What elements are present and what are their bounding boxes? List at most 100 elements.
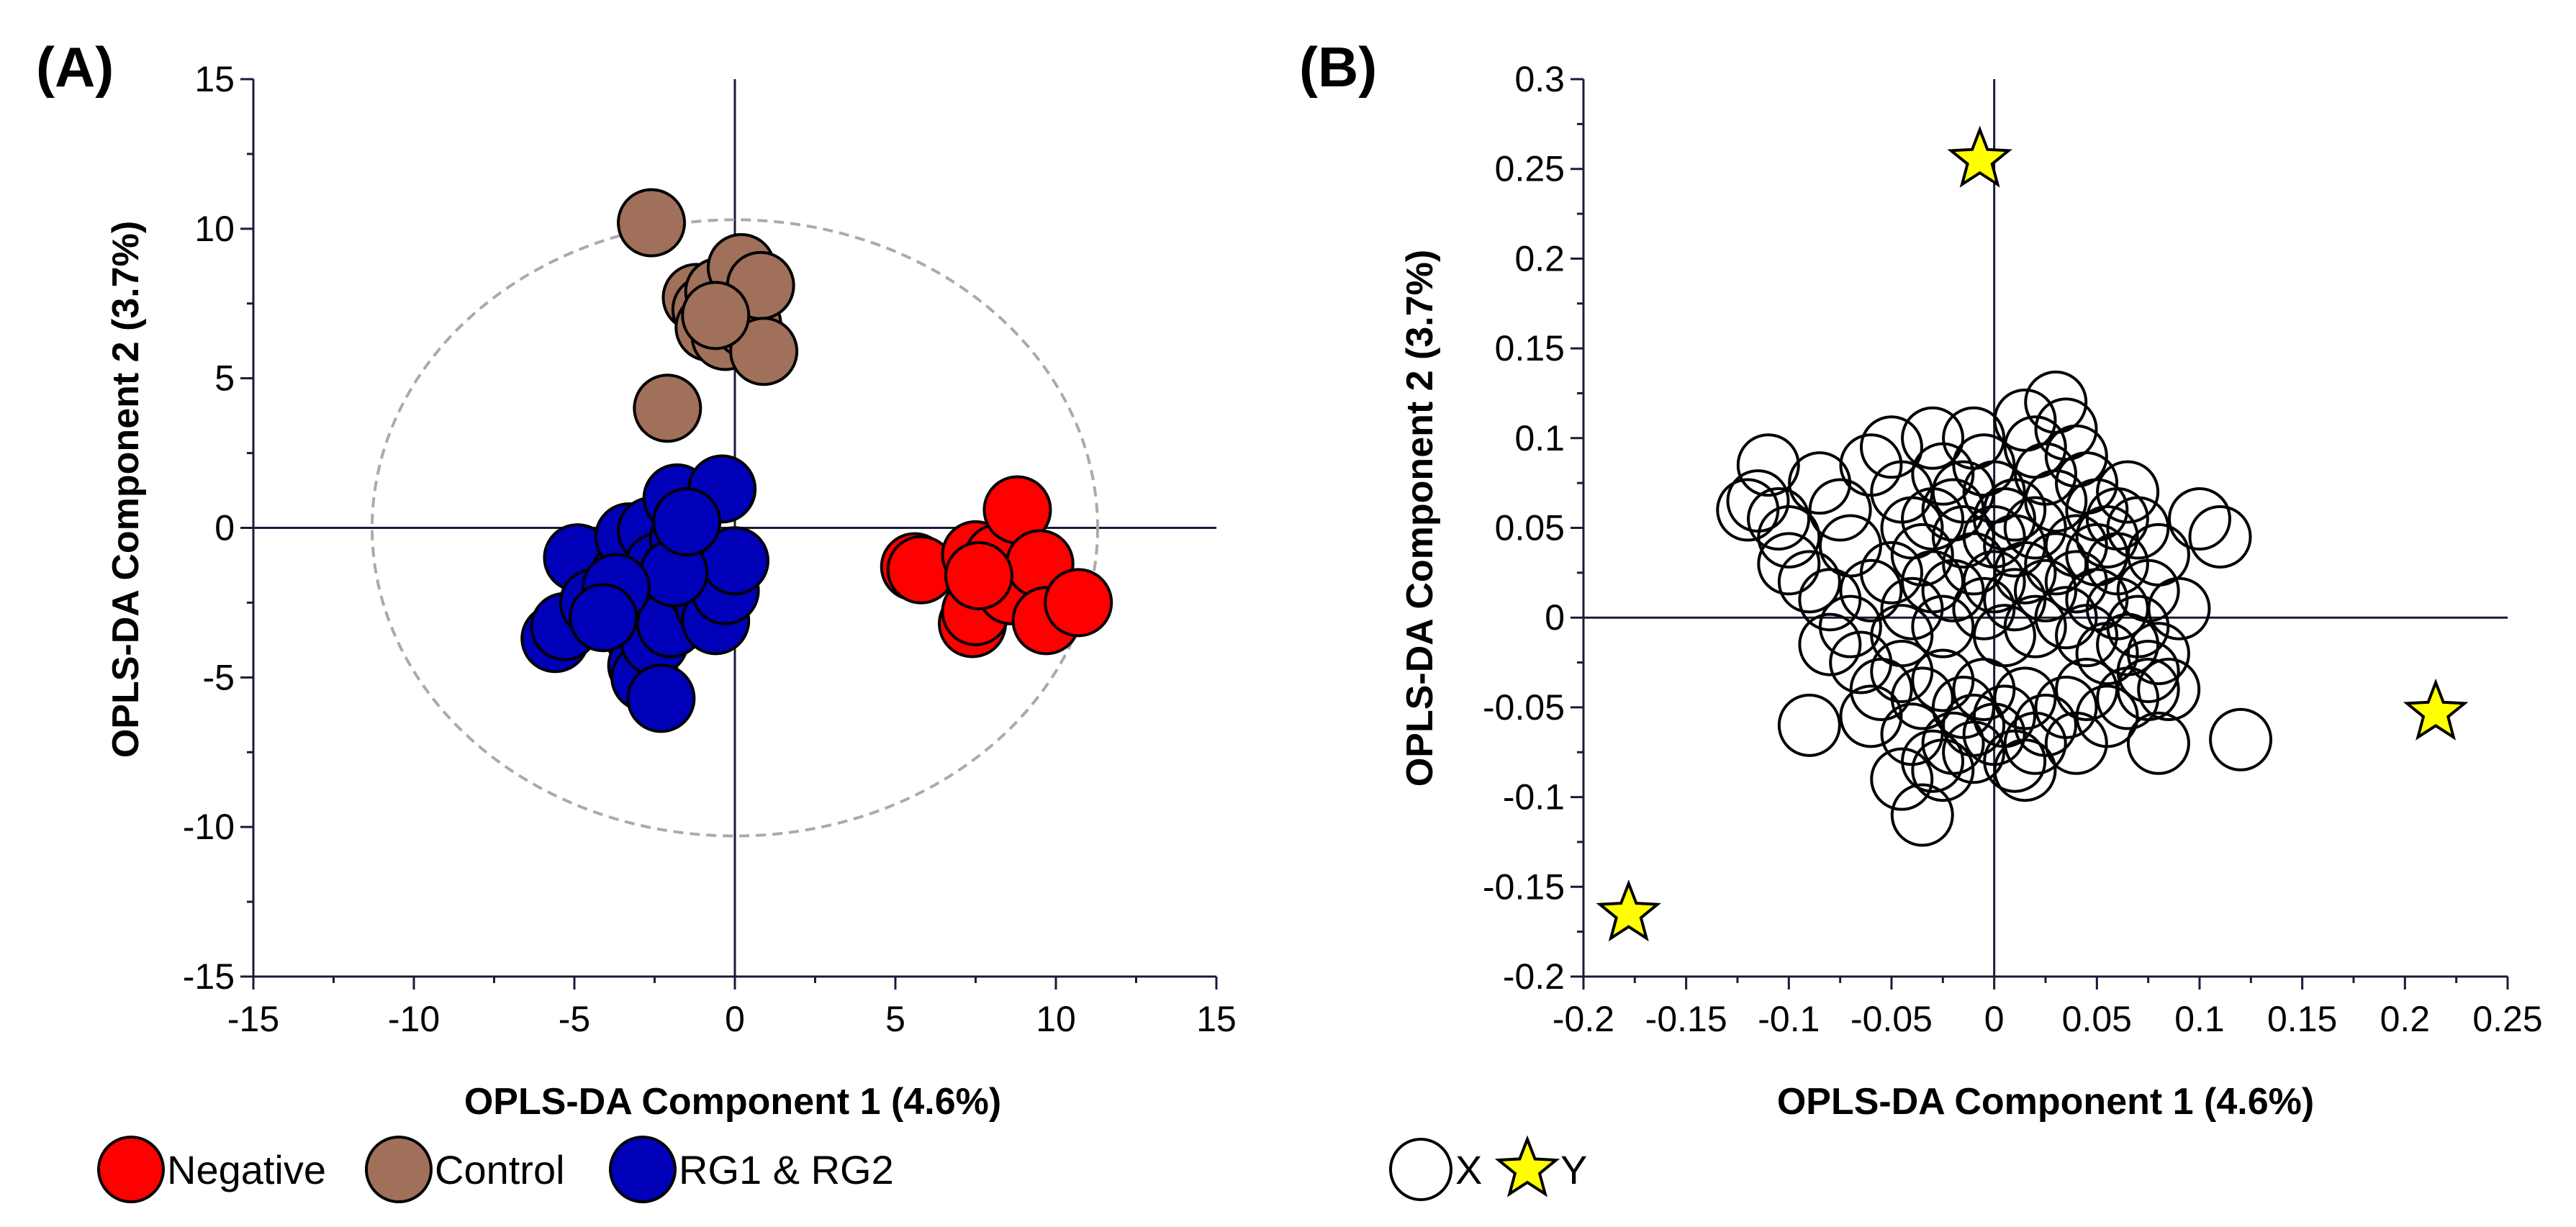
point-x	[2096, 612, 2160, 676]
legend-marker-y	[1494, 1135, 1560, 1197]
legend-marker-control	[365, 1136, 433, 1203]
panel-b-y-tick-label: 0.2	[1514, 238, 1565, 279]
point-x	[1860, 415, 1923, 479]
legend-item-negative: Negative	[97, 1136, 326, 1203]
point-negative	[1044, 568, 1113, 638]
point-y	[2403, 678, 2469, 741]
point-x	[1870, 640, 1934, 704]
legend-marker-x	[1389, 1138, 1452, 1201]
panel-b-x-tick-label: 0.1	[2174, 999, 2225, 1039]
point-x	[1890, 783, 1954, 847]
point-x	[2024, 469, 2088, 533]
point-x	[1716, 478, 1780, 542]
point-x	[1942, 693, 2006, 757]
point-x	[2034, 586, 2098, 650]
panel-b-legend: X Y	[1389, 1135, 1587, 1201]
legend-label-x: X	[1455, 1147, 1482, 1192]
point-x	[2024, 532, 2088, 596]
point-x	[1736, 433, 1800, 497]
point-rg1-rg2	[569, 583, 638, 653]
panel-b-x-tick-label: 0.2	[2380, 999, 2431, 1039]
legend-item-rg1-rg2: RG1 & RG2	[609, 1136, 894, 1203]
panel-b-x-tick-label: -0.1	[1758, 999, 1820, 1039]
point-x	[1798, 612, 1862, 676]
panel-b-y-tick-label: 0.05	[1495, 508, 1565, 548]
point-x	[2106, 594, 2170, 658]
point-x	[2116, 640, 2180, 704]
point-x	[1880, 576, 1944, 640]
point-negative	[944, 541, 1013, 611]
point-x	[1798, 568, 1862, 632]
panel-a-label: (A)	[36, 35, 114, 99]
panel-b-y-tick-label: -0.1	[1503, 777, 1565, 818]
panel-b-x-tick-label: 0.15	[2267, 999, 2337, 1039]
panel-b-plot-area: -0.2 -0.15 -0.1 -0.05 0 0.05 0.1 0.15 0.2 0.25 0.3…	[1483, 59, 2543, 1039]
legend-item-y: Y	[1494, 1135, 1587, 1197]
point-x	[1839, 558, 1903, 622]
panel-b-x-tick-label: 0.25	[2472, 999, 2542, 1039]
panel-a-y-tick-label: 10	[194, 209, 235, 249]
panel-b-y-axis-title: OPLS-DA Component 2 (3.7%)	[1399, 250, 1441, 787]
point-x	[2003, 496, 2067, 560]
point-x	[1931, 504, 1995, 569]
point-control	[729, 317, 799, 386]
panel-b-x-tick-label: 0.05	[2062, 999, 2132, 1039]
point-x	[2116, 657, 2180, 721]
point-x	[2003, 711, 2067, 775]
point-x	[1952, 576, 2016, 640]
point-x	[2055, 657, 2119, 721]
panel-b-y-tick-label: 0.25	[1495, 149, 1565, 189]
panel-b-x-tick-label: 0	[1984, 999, 2005, 1039]
point-x	[1901, 729, 1965, 793]
panel-b-x-tick-label: -0.2	[1553, 999, 1614, 1039]
point-x	[1808, 478, 1872, 542]
panel-b-y-tick-label: -0.05	[1483, 687, 1565, 728]
point-x	[1993, 738, 2057, 802]
panel-a-y-tick-label: 0	[214, 508, 235, 548]
point-x	[2126, 711, 2190, 775]
point-x	[2137, 657, 2201, 721]
point-x	[1890, 666, 1954, 730]
point-x	[2126, 522, 2190, 587]
panel-a-y-tick-label: 15	[194, 59, 235, 99]
panel-b-y-tick-label: 0.3	[1514, 59, 1565, 99]
panel-b-y-tick-label: 0	[1545, 597, 1565, 638]
panel-a-y-axis-title: OPLS-DA Component 2 (3.7%)	[105, 221, 147, 758]
panel-b-x-tick-label: -0.05	[1850, 999, 1933, 1039]
point-x	[2014, 558, 2077, 622]
legend-label-negative: Negative	[167, 1147, 326, 1192]
point-x	[1952, 657, 2016, 721]
panel-b-label: (B)	[1299, 35, 1377, 99]
panel-a-x-tick-label: 0	[725, 999, 745, 1039]
point-x	[1983, 568, 2047, 632]
point-x	[1818, 594, 1882, 658]
panel-b-y-tick-label: 0.1	[1514, 418, 1565, 458]
point-x	[1911, 738, 1975, 802]
legend-item-control: Control	[365, 1136, 565, 1203]
point-control	[681, 281, 751, 350]
point-x	[1777, 693, 1841, 757]
point-x	[1777, 550, 1841, 614]
point-y	[1596, 879, 1661, 942]
point-x	[2044, 711, 2108, 775]
point-x	[1962, 504, 2026, 569]
series-rg1-rg2	[520, 454, 769, 733]
panel-b-x-axis-title: OPLS-DA Component 1 (4.6%)	[1777, 1081, 2314, 1123]
point-x	[1860, 540, 1923, 605]
panel-a-x-tick-label: 10	[1036, 999, 1076, 1039]
point-x	[1983, 729, 2047, 793]
point-x	[2209, 707, 2273, 771]
panel-b-y-tick-label: -0.15	[1483, 866, 1565, 907]
legend-label-y: Y	[1560, 1147, 1587, 1192]
series-negative	[880, 475, 1113, 658]
point-x	[1983, 478, 2047, 542]
legend-label-control: Control	[435, 1147, 565, 1192]
panel-b: (B) OPLS-DA Component 1 (4.6%) OPLS-DA C…	[1299, 35, 2543, 1201]
point-x	[1757, 532, 1821, 596]
point-x	[1942, 720, 2006, 784]
series-control	[617, 188, 799, 443]
legend-label-rg1-rg2: RG1 & RG2	[679, 1147, 894, 1192]
point-y	[1947, 125, 2012, 188]
